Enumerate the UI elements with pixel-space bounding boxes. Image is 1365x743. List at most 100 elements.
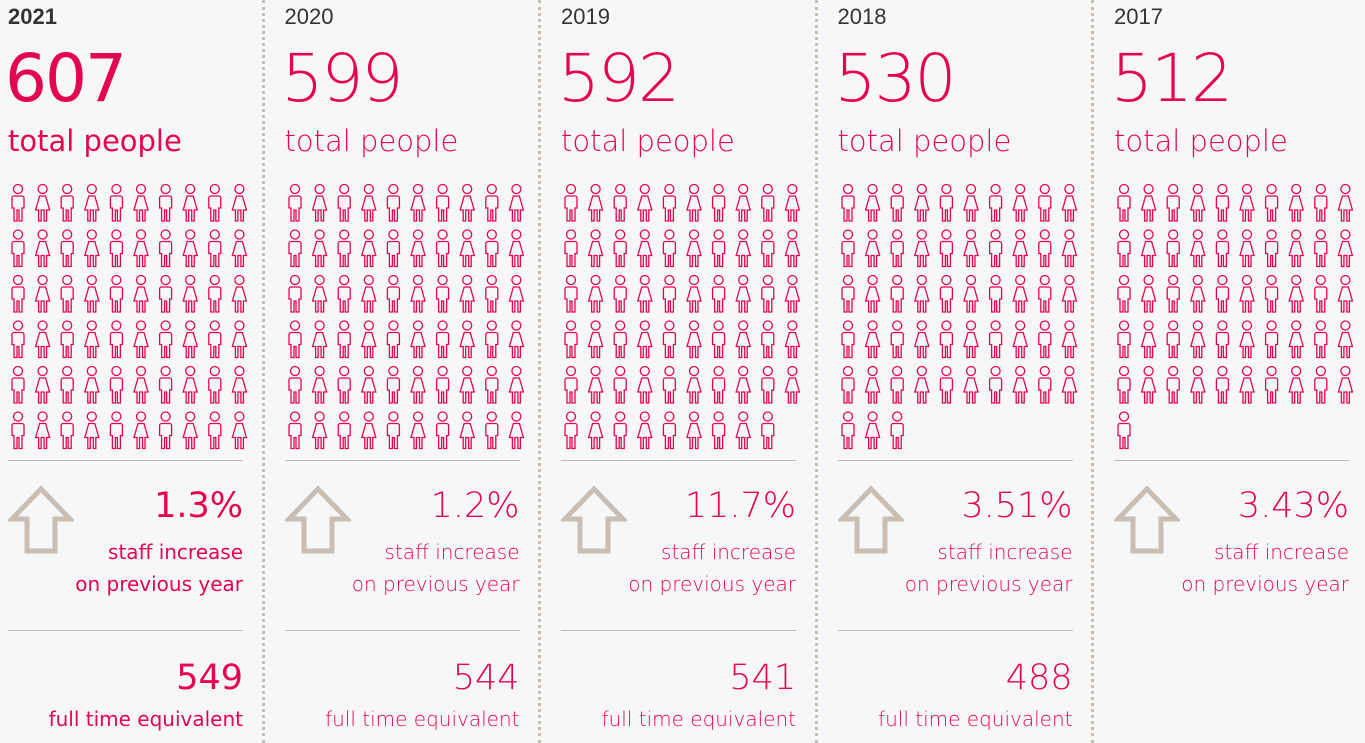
person-icon (287, 320, 302, 359)
person-icon (1061, 183, 1077, 222)
icon-head (1291, 365, 1302, 377)
icon-body (864, 331, 880, 359)
person-icon (784, 320, 801, 359)
person-icon (636, 411, 653, 450)
icon-head (234, 365, 245, 377)
person-icon (1037, 183, 1051, 222)
icon-head (688, 274, 700, 286)
icon-head (1266, 320, 1277, 331)
icon-head (1118, 411, 1130, 422)
icon-head (866, 320, 878, 331)
person-icon (182, 183, 199, 222)
icon-head (787, 320, 798, 331)
person-icon (11, 365, 25, 404)
icon-head (1315, 320, 1326, 331)
increase-note: on previous year (628, 572, 796, 596)
person-icon (337, 183, 351, 222)
icon-head (363, 274, 374, 286)
icon-body (761, 195, 775, 222)
icon-body (1166, 240, 1180, 268)
icon-head (916, 274, 927, 286)
icon-head (965, 274, 976, 286)
person-icon (662, 320, 677, 359)
person-icon (360, 229, 377, 268)
person-icon (311, 365, 327, 404)
icon-body (636, 331, 653, 359)
icon-head (1118, 183, 1130, 195)
person-icon (231, 411, 248, 450)
person-icon (711, 411, 726, 450)
icon-body (458, 195, 475, 222)
person-icon (34, 183, 51, 222)
icon-body (1061, 377, 1077, 404)
icon-head (989, 365, 1001, 377)
person-icon (83, 411, 100, 450)
icon-body (287, 331, 302, 359)
icon-head (461, 274, 472, 286)
icon-body (613, 286, 627, 313)
icon-head (688, 411, 700, 422)
icon-head (436, 229, 448, 240)
icon-head (639, 365, 650, 377)
icon-head (664, 411, 675, 422)
person-icon (60, 183, 74, 222)
rule (837, 630, 1073, 631)
person-icon (484, 411, 498, 450)
icon-body (458, 377, 475, 404)
icon-head (866, 229, 878, 240)
icon-head (1039, 229, 1050, 240)
person-icon (761, 365, 775, 404)
person-icon (1037, 365, 1051, 404)
icon-body (662, 286, 677, 313)
person-icon (337, 274, 351, 313)
person-icon (360, 411, 377, 450)
icon-body (182, 422, 199, 450)
icon-body (409, 331, 426, 359)
up-arrow (8, 485, 74, 554)
icon-head (1168, 320, 1179, 331)
person-icon (1314, 320, 1328, 359)
icon-body (1337, 240, 1354, 268)
icon-body (1117, 286, 1131, 313)
icon-head (62, 411, 73, 422)
icon-head (916, 320, 927, 331)
person-icon (386, 365, 400, 404)
icon-body (409, 377, 426, 404)
icon-head (615, 274, 626, 286)
person-icon (1140, 365, 1157, 404)
icon-head (185, 365, 196, 377)
icon-body (287, 377, 302, 404)
icon-head (37, 183, 48, 195)
icon-body (840, 286, 855, 313)
icon-head (1217, 365, 1228, 377)
icon-body (231, 240, 248, 268)
person-icon (133, 183, 149, 222)
icon-head (86, 411, 97, 422)
icon-head (787, 229, 798, 240)
icon-body (208, 377, 222, 404)
icon-head (590, 411, 601, 422)
person-icon (1239, 365, 1255, 404)
person-icon (686, 229, 702, 268)
icon-head (891, 229, 902, 240)
icon-head (338, 274, 349, 286)
icon-body (83, 377, 100, 404)
person-icon (1140, 183, 1157, 222)
person-icon (409, 229, 426, 268)
icon-head (590, 229, 601, 240)
icon-head (565, 229, 577, 240)
person-icon (337, 229, 351, 268)
arrow-shape (1114, 485, 1180, 554)
icon-body (11, 286, 25, 313)
icon-head (510, 274, 522, 286)
increase-label: staff increase (384, 540, 520, 564)
icon-head (590, 274, 601, 286)
icon-body (890, 377, 904, 404)
icon-body (337, 422, 351, 450)
icon-body (1061, 331, 1077, 359)
up-arrow (284, 485, 351, 554)
icon-head (1168, 365, 1179, 377)
icon-head (338, 411, 349, 422)
people-icons (287, 183, 524, 450)
icon-head (639, 274, 650, 286)
